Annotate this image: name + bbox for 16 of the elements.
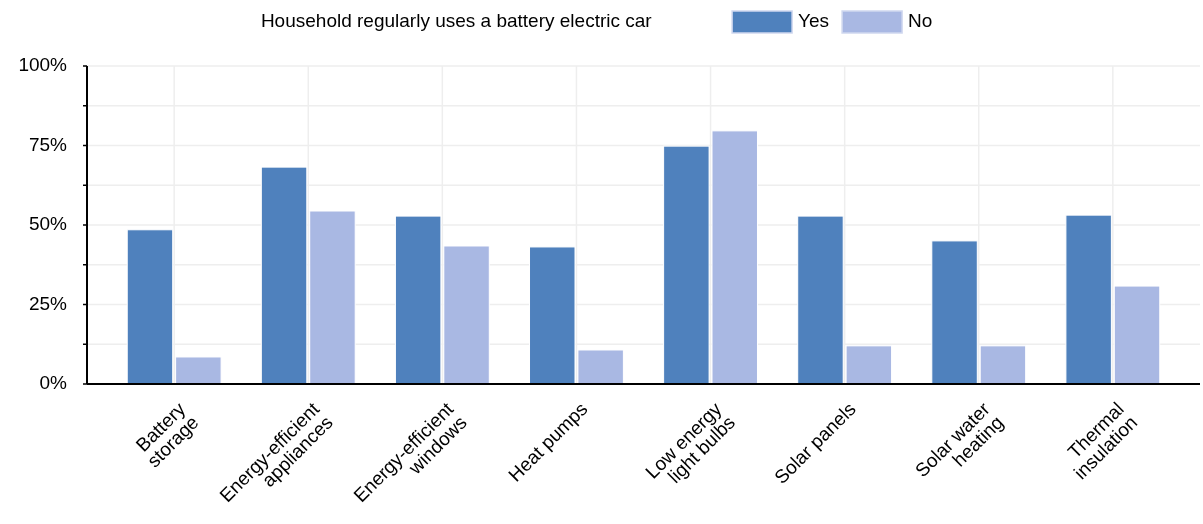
bar [260,166,308,385]
y-tick-label: 25% [28,292,68,314]
bar [126,229,174,385]
legend-label: No [908,10,933,32]
y-tick-label: 75% [28,133,68,155]
bar [309,210,356,385]
legend-label: Yes [798,10,830,32]
legend-title: Household regularly uses a battery electric car [260,10,653,32]
bar [175,356,222,385]
bar [1065,214,1112,385]
y-tick-label: 0% [39,372,68,394]
bar [1113,285,1161,385]
y-tick-label: 50% [28,213,68,235]
y-tick-label: 100% [18,54,68,76]
bar [979,345,1027,385]
bar [931,240,978,385]
